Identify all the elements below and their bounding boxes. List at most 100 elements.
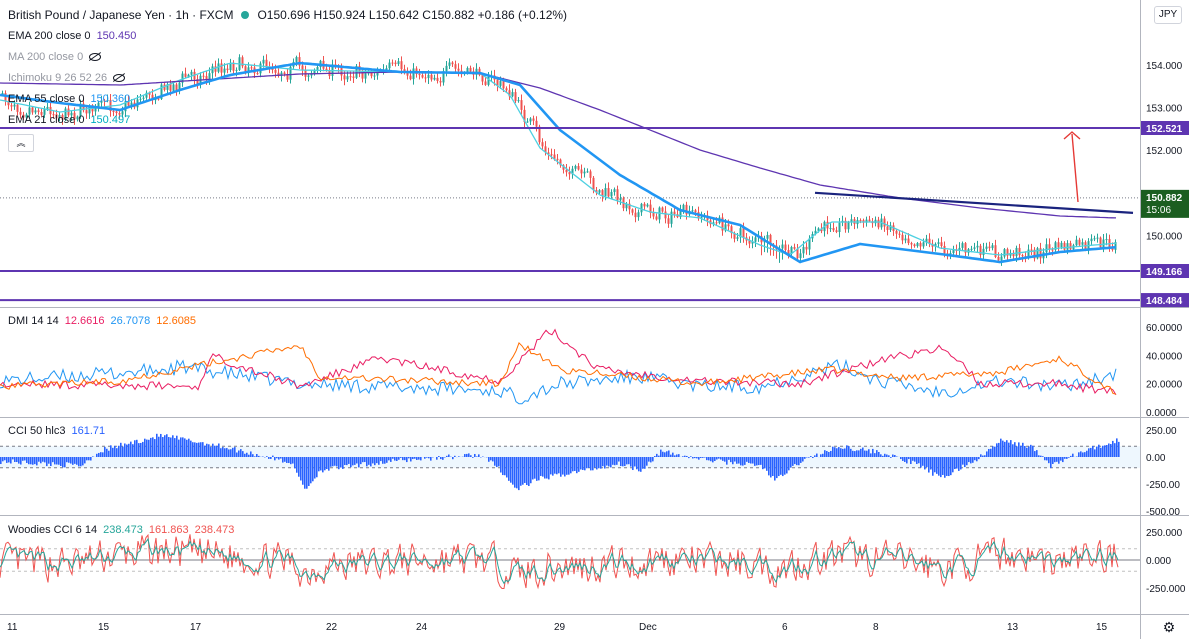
candle-body — [205, 76, 208, 79]
cci-bar — [670, 454, 672, 457]
candle — [928, 233, 931, 248]
candle-body — [103, 100, 106, 102]
cci-bar — [816, 453, 818, 457]
symbol-title[interactable]: British Pound / Japanese Yen · 1h · FXCM — [8, 8, 234, 22]
cci-bar — [582, 457, 584, 470]
candle — [1081, 238, 1084, 251]
candle-body — [601, 190, 604, 196]
hidden-eye-icon[interactable] — [113, 74, 126, 83]
cci-bar — [832, 446, 834, 457]
candle — [988, 241, 991, 252]
hidden-eye-icon[interactable] — [89, 53, 102, 62]
candle — [439, 77, 442, 87]
cci-bar — [930, 457, 932, 470]
candle — [673, 207, 676, 218]
candle-body — [580, 169, 583, 174]
price-tick-label: 153.000 — [1146, 104, 1183, 115]
candle — [607, 182, 610, 198]
cci-bar — [50, 457, 52, 467]
time-tick-label: 6 — [782, 622, 788, 633]
candle-body — [928, 238, 931, 244]
candle-body — [160, 84, 163, 99]
candle — [535, 116, 538, 132]
candle-body — [724, 224, 727, 231]
candle-body — [1105, 239, 1108, 241]
candle-body — [619, 198, 622, 201]
cci-bar — [1014, 442, 1016, 457]
gear-icon[interactable]: ⚙ — [1162, 619, 1176, 635]
cci-bar — [804, 457, 806, 459]
candle-body — [181, 73, 184, 83]
candle-body — [406, 72, 409, 76]
cci-bar — [282, 457, 284, 463]
dmi-legend[interactable]: DMI 14 14 12.6616 26.7078 12.6085 — [8, 315, 197, 327]
candle-body — [538, 126, 541, 143]
candle-body — [385, 68, 388, 70]
cci-bar — [78, 457, 80, 467]
cci-bar — [56, 457, 58, 465]
candle-body — [325, 68, 328, 71]
cci-legend[interactable]: CCI 50 hlc3 161.71 — [8, 425, 106, 437]
candle-body — [997, 256, 1000, 261]
dmi-tick-label: 20.0000 — [1146, 380, 1183, 391]
candle — [43, 106, 46, 118]
cci-bar — [1110, 444, 1112, 457]
collapse-legend-button[interactable]: ︽ — [8, 134, 34, 152]
candle-body — [910, 243, 913, 245]
candle-body — [634, 212, 637, 218]
candle — [1075, 235, 1078, 248]
candle-body — [142, 97, 145, 99]
legend-ema55[interactable]: EMA 55 close 0 150.360 — [8, 93, 131, 105]
cci-bar — [168, 437, 170, 457]
adx-line — [0, 341, 1117, 395]
legend-ema200[interactable]: EMA 200 close 0 150.450 — [8, 30, 137, 42]
candle-body — [223, 68, 226, 73]
woodies-legend[interactable]: Woodies CCI 6 14 238.473 161.863 238.473 — [8, 524, 235, 536]
candle — [19, 107, 22, 119]
cci-bar — [1082, 452, 1084, 457]
cci-bar — [388, 457, 390, 461]
dmi-tick-label: 0.0000 — [1146, 408, 1177, 419]
cci-bar — [860, 448, 862, 457]
symbol-header[interactable]: British Pound / Japanese Yen · 1h · FXCM… — [8, 8, 567, 22]
candle — [13, 100, 16, 110]
cci-bar — [84, 457, 86, 464]
cci-bar — [534, 457, 536, 479]
legend-ma200[interactable]: MA 200 close 0 — [8, 50, 102, 64]
cci-bar — [708, 457, 710, 461]
candle — [442, 67, 445, 86]
price-tick-label: 150.000 — [1146, 231, 1183, 242]
candle — [904, 234, 907, 244]
candle-body — [511, 92, 514, 97]
candle-body — [364, 73, 367, 79]
cci-bar — [760, 457, 762, 465]
candle — [583, 167, 586, 178]
cci-bar — [924, 457, 926, 470]
cci-bar — [216, 445, 218, 457]
legend-ichimoku[interactable]: Ichimoku 9 26 52 26 — [8, 71, 126, 85]
cci-bar — [720, 457, 722, 460]
candle-body — [310, 74, 313, 76]
candle — [313, 68, 316, 76]
candle — [241, 55, 244, 69]
cci-bar — [552, 457, 554, 476]
candle — [886, 221, 889, 236]
cci-bar — [634, 457, 636, 467]
candle-body — [1081, 242, 1084, 245]
candle — [394, 60, 397, 67]
candle-body — [889, 225, 892, 230]
candle-body — [736, 237, 739, 239]
cci-bar — [340, 457, 342, 468]
legend-ema21[interactable]: EMA 21 close 0 150.497 — [8, 114, 131, 126]
cci-bar — [636, 457, 638, 470]
candle-body — [448, 62, 451, 66]
candle-body — [685, 204, 688, 215]
woodies-cci-line — [0, 533, 1119, 590]
cci-bar — [536, 457, 538, 481]
candle-body — [817, 228, 820, 231]
currency-button[interactable]: JPY — [1154, 6, 1182, 24]
cci-bar — [148, 439, 150, 457]
cci-bar — [982, 455, 984, 457]
candle-body — [952, 249, 955, 254]
